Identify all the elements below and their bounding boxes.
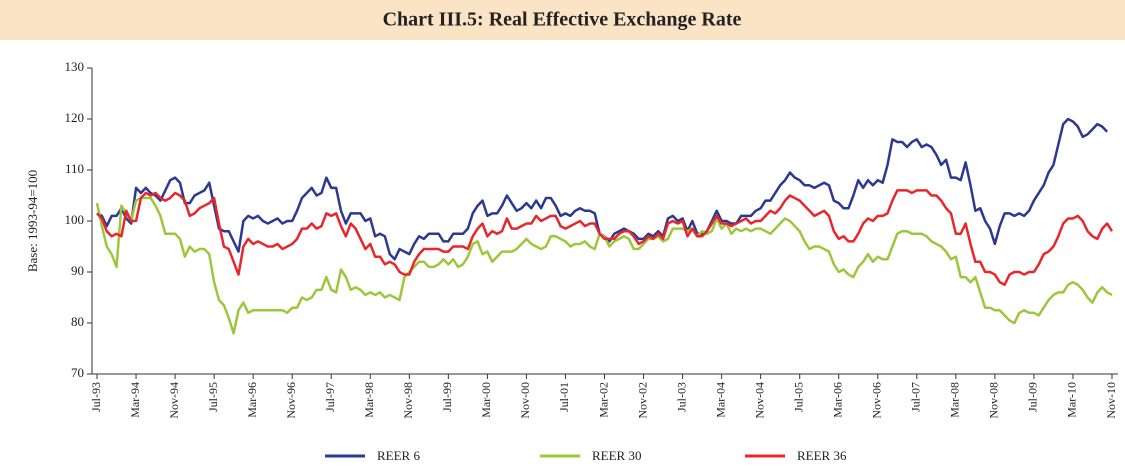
x-tick-label: Mar-94 <box>128 382 142 418</box>
x-tick-label: Mar-04 <box>713 382 727 418</box>
legend-label: REER 36 <box>797 448 847 463</box>
x-tick-label: Nov-94 <box>167 382 181 419</box>
y-tick-label: 120 <box>65 110 85 125</box>
title-banner <box>0 0 1125 40</box>
x-tick-label: Nov-02 <box>635 382 649 419</box>
x-tick-label: Jul-05 <box>791 382 805 412</box>
y-tick-label: 110 <box>65 161 84 176</box>
series-line <box>95 196 1113 335</box>
y-tick-label: 90 <box>71 263 84 278</box>
x-tick-label: Mar-08 <box>948 382 962 418</box>
x-tick-label: Mar-00 <box>479 382 493 418</box>
x-tick-label: Nov-04 <box>752 382 766 419</box>
y-tick-label: 70 <box>71 365 84 380</box>
series-line <box>96 189 1114 286</box>
y-tick-label: 80 <box>71 314 84 329</box>
x-tick-label: Jul-01 <box>557 382 571 412</box>
x-tick-label: Jul-03 <box>674 382 688 412</box>
x-tick-label: Mar-98 <box>362 382 376 418</box>
x-tick-label: Mar-06 <box>830 382 844 418</box>
x-tick-label: Nov-06 <box>870 382 884 419</box>
x-tick-label: Mar-02 <box>596 382 610 418</box>
x-tick-label: Mar-10 <box>1065 382 1079 418</box>
x-tick-label: Jul-09 <box>1026 382 1040 412</box>
legend-label: REER 30 <box>592 448 641 463</box>
y-tick-label: 100 <box>65 212 85 227</box>
x-tick-label: Nov-96 <box>284 382 298 419</box>
x-tick-label: Nov-98 <box>401 382 415 419</box>
x-tick-label: Nov-08 <box>987 382 1001 419</box>
x-tick-label: Jul-95 <box>206 382 220 412</box>
x-tick-label: Mar-96 <box>245 382 259 418</box>
y-tick-label: 130 <box>65 59 85 74</box>
x-tick-label: Nov-10 <box>1104 382 1118 419</box>
x-tick-label: Nov-00 <box>518 382 532 419</box>
x-tick-label: Jul-99 <box>440 382 454 412</box>
x-tick-label: Jul-07 <box>909 382 923 412</box>
y-axis-label: Base: 1993-94=100 <box>25 170 40 272</box>
chart-title: Chart III.5: Real Effective Exchange Rat… <box>383 9 742 31</box>
x-tick-label: Jul-93 <box>89 382 103 412</box>
legend-label: REER 6 <box>377 448 420 463</box>
x-tick-label: Jul-97 <box>323 382 337 412</box>
